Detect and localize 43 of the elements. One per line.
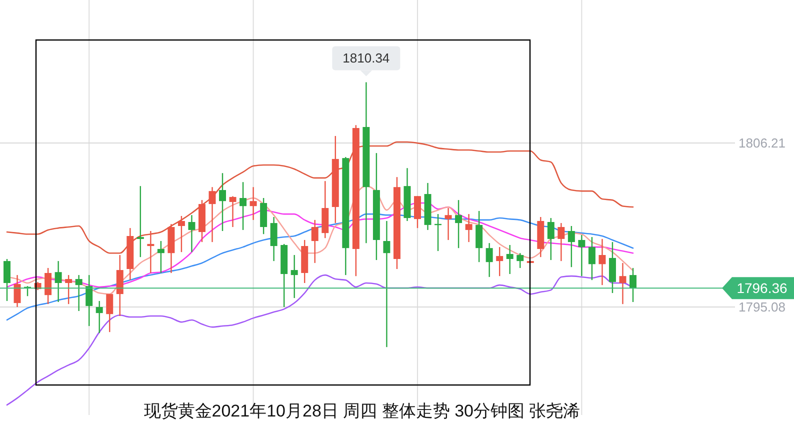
- ref-line-label: 1796.36: [736, 280, 788, 296]
- candlestick: [54, 260, 62, 303]
- candlestick: [476, 210, 483, 263]
- candlestick: [383, 220, 390, 348]
- candlestick: [208, 186, 216, 243]
- candlestick: [250, 186, 257, 221]
- candlestick: [65, 274, 72, 305]
- y-tick-label: 1795.08: [738, 300, 786, 315]
- candlestick: [75, 274, 82, 312]
- candlestick: [290, 254, 298, 299]
- candlestick: [96, 300, 103, 334]
- candlestick: [619, 262, 626, 305]
- candlestick: [547, 217, 554, 261]
- candlestick: [44, 267, 52, 305]
- candlestick: [86, 274, 93, 327]
- candlestick: [496, 246, 504, 277]
- candlestick: [240, 181, 247, 231]
- candlestick: [598, 238, 606, 286]
- candlestick: [14, 274, 21, 308]
- candlestick: [136, 185, 144, 258]
- annotation: 1810.34: [342, 50, 390, 66]
- candlestick: [414, 195, 421, 229]
- candlestick: [630, 267, 636, 303]
- candlestick: [465, 213, 472, 243]
- candlestick: [4, 258, 10, 302]
- candlestick: [444, 207, 452, 241]
- candlestick: [558, 222, 565, 262]
- candlestick: [588, 236, 596, 281]
- candlestick: [270, 216, 278, 262]
- candlestick: [219, 172, 226, 232]
- candlestick: [188, 214, 196, 253]
- candlestick: [506, 244, 514, 275]
- candlestick: [486, 242, 493, 278]
- candlestick: [455, 199, 462, 249]
- candlestick: [106, 293, 114, 333]
- candlestick: [568, 225, 575, 268]
- candlestick: [578, 234, 586, 277]
- y-tick-label: 1806.21: [738, 136, 786, 151]
- text: 现货黄金2021年10月28日 周四 整体走势 30分钟图 张尧浠: [144, 402, 580, 420]
- candlestick: [311, 219, 318, 264]
- candlestick: [516, 252, 524, 269]
- candlestick: [229, 196, 236, 228]
- candlestick: [157, 240, 164, 274]
